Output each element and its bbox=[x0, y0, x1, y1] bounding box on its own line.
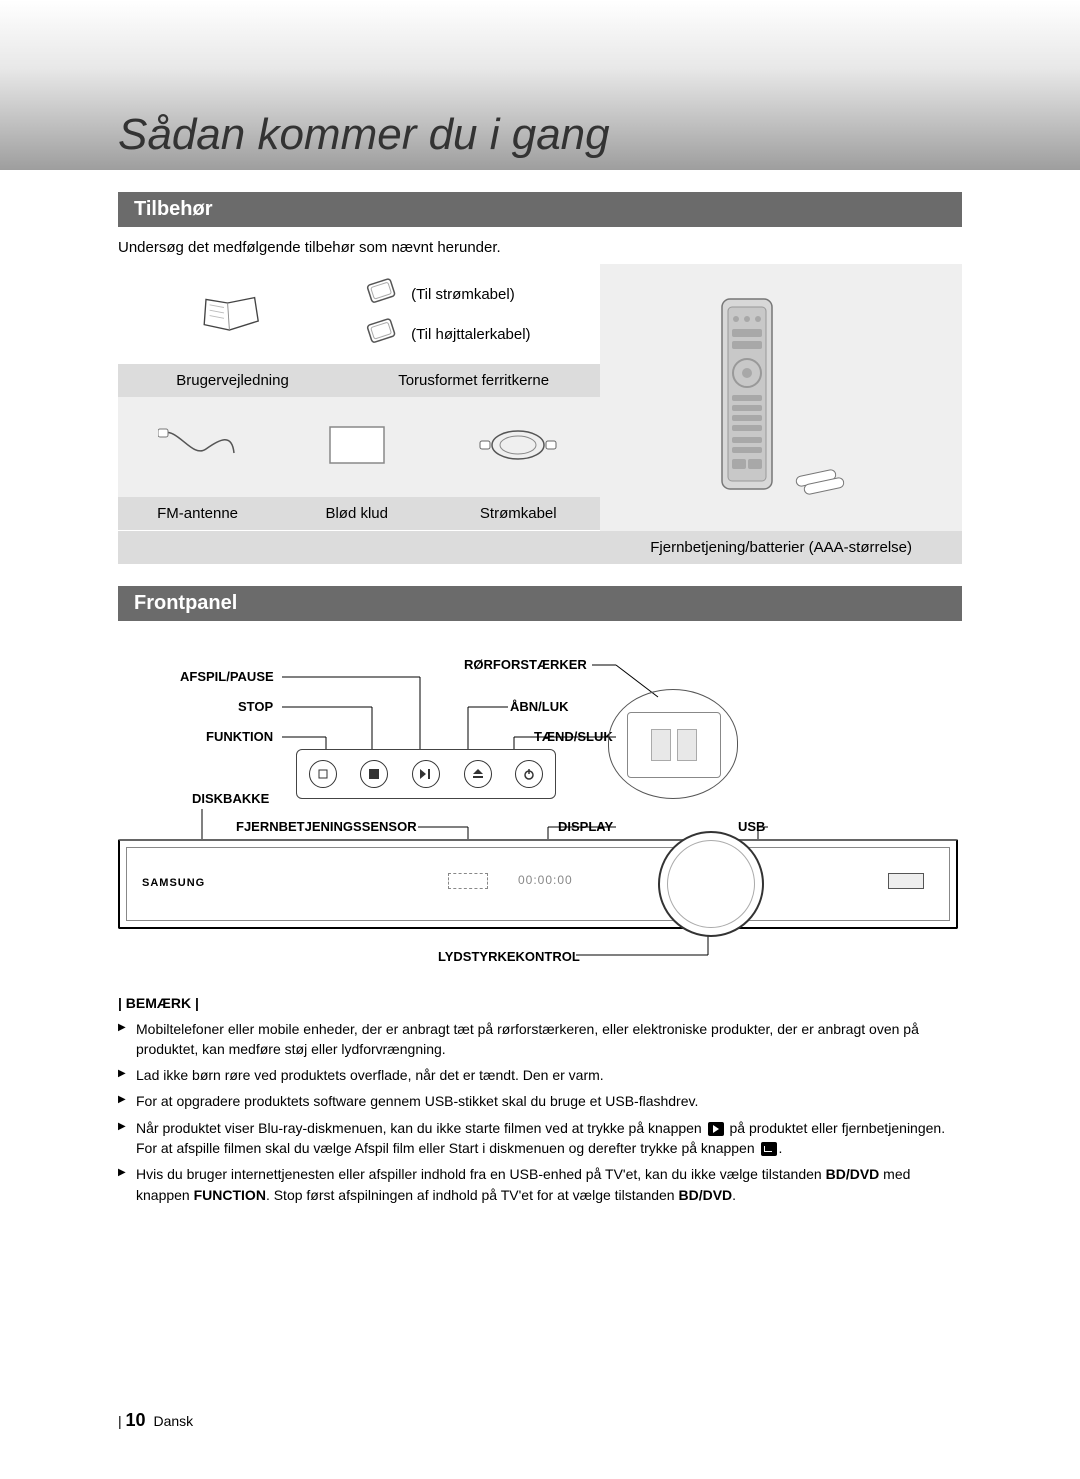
note-item: Mobiltelefoner eller mobile enheder, der… bbox=[118, 1019, 962, 1060]
power-button[interactable] bbox=[515, 760, 543, 788]
ferrite-clip-icon bbox=[363, 317, 403, 351]
play-icon bbox=[708, 1122, 724, 1136]
fm-antenna-icon bbox=[158, 423, 238, 467]
label-sensor: FJERNBETJENINGSSENSOR bbox=[236, 819, 417, 834]
label-stop: STOP bbox=[238, 699, 273, 714]
label-volume: LYDSTYRKEKONTROL bbox=[438, 949, 580, 964]
soft-cloth-icon bbox=[324, 421, 390, 469]
label-ferrite: Torusformet ferritkerne bbox=[347, 364, 600, 397]
label-open-close: ÅBN/LUK bbox=[510, 699, 569, 714]
note-item: Hvis du bruger internettjenesten eller a… bbox=[118, 1164, 962, 1205]
page-number: 10 bbox=[126, 1410, 146, 1430]
label-manual: Brugervejledning bbox=[118, 364, 347, 397]
label-fm: FM-antenne bbox=[118, 497, 277, 530]
disk-slot-icon bbox=[448, 873, 488, 889]
usb-port-icon bbox=[888, 873, 924, 889]
page-footer: | 10 Dansk bbox=[118, 1410, 193, 1431]
open-close-button[interactable] bbox=[464, 760, 492, 788]
clip-power-label: (Til strømkabel) bbox=[411, 286, 515, 303]
label-play-pause: AFSPIL/PAUSE bbox=[180, 669, 274, 684]
label-display: DISPLAY bbox=[558, 819, 613, 834]
batteries-icon bbox=[794, 469, 850, 495]
note-item: Lad ikke børn røre ved produktets overfl… bbox=[118, 1065, 962, 1085]
label-power: TÆND/SLUK bbox=[534, 729, 613, 744]
volume-knob[interactable] bbox=[658, 831, 764, 937]
accessories-table: (Til strømkabel) (Til højttalerkabel) bbox=[118, 264, 962, 564]
header-gradient: Sådan kommer du i gang bbox=[0, 0, 1080, 170]
stop-button[interactable] bbox=[360, 760, 388, 788]
manual-icon bbox=[197, 284, 269, 340]
enter-icon bbox=[761, 1142, 777, 1156]
label-disk-tray: DISKBAKKE bbox=[192, 791, 269, 806]
label-usb: USB bbox=[738, 819, 765, 834]
label-function: FUNKTION bbox=[206, 729, 273, 744]
power-cable-icon bbox=[478, 421, 558, 469]
label-amp: RØRFORSTÆRKER bbox=[464, 657, 587, 672]
section-accessories-heading: Tilbehør bbox=[118, 192, 962, 227]
play-pause-button[interactable] bbox=[412, 760, 440, 788]
section-frontpanel-heading: Frontpanel bbox=[118, 586, 962, 621]
button-panel bbox=[296, 749, 556, 799]
page-title: Sådan kommer du i gang bbox=[118, 110, 610, 160]
display-readout: 00:00:00 bbox=[518, 873, 573, 887]
notes-list: Mobiltelefoner eller mobile enheder, der… bbox=[118, 1019, 962, 1205]
label-power: Strømkabel bbox=[436, 497, 600, 530]
tube-amp-icon bbox=[608, 689, 738, 799]
accessories-intro: Undersøg det medfølgende tilbehør som næ… bbox=[118, 239, 962, 256]
brand-logo: SAMSUNG bbox=[142, 877, 205, 889]
remote-icon bbox=[712, 295, 782, 495]
ferrite-clip-icon bbox=[363, 277, 403, 311]
function-button[interactable] bbox=[309, 760, 337, 788]
label-remote: Fjernbetjening/batterier (AAA-størrelse) bbox=[600, 531, 962, 564]
note-item: For at opgradere produktets software gen… bbox=[118, 1091, 962, 1111]
label-cloth: Blød klud bbox=[277, 497, 436, 530]
frontpanel-diagram: AFSPIL/PAUSE STOP FUNKTION DISKBAKKE FJE… bbox=[118, 649, 962, 969]
clip-speaker-label: (Til højttalerkabel) bbox=[411, 326, 530, 343]
note-item: Når produktet viser Blu-ray-diskmenuen, … bbox=[118, 1118, 962, 1159]
notes-heading: | BEMÆRK | bbox=[118, 995, 962, 1011]
page-language: Dansk bbox=[153, 1413, 193, 1429]
